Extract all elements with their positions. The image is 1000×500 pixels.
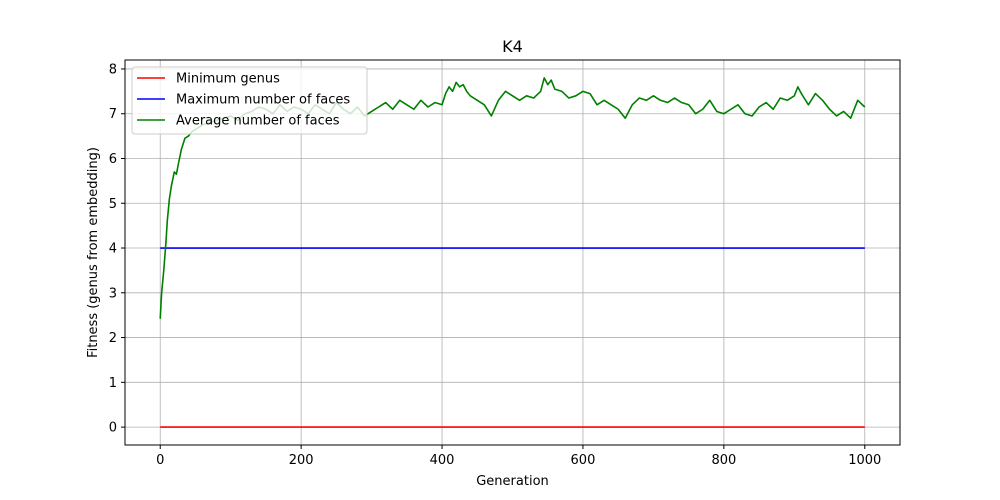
y-tick-label: 2 bbox=[109, 331, 117, 346]
y-tick-label: 5 bbox=[109, 197, 117, 212]
y-tick-label: 1 bbox=[109, 376, 117, 391]
x-tick-label: 400 bbox=[430, 453, 455, 468]
plot-frame bbox=[124, 59, 901, 446]
legend-label: Minimum genus bbox=[176, 72, 280, 87]
x-tick-label: 600 bbox=[571, 453, 596, 468]
legend-box bbox=[131, 66, 368, 135]
axis-ticks: 0 200 400 600 800 1000 0 1 2 3 4 5 6 7 8 bbox=[109, 62, 882, 468]
x-tick-label: 800 bbox=[711, 453, 736, 468]
legend-label: Maximum number of faces bbox=[176, 93, 350, 108]
chart-title: K4 bbox=[502, 37, 523, 56]
y-tick-label: 8 bbox=[109, 62, 117, 77]
y-axis-title: Fitness (genus from embedding) bbox=[86, 147, 101, 358]
y-tick-label: 7 bbox=[109, 107, 117, 122]
x-axis-title: Generation bbox=[476, 474, 549, 489]
legend-label: Average number of faces bbox=[176, 114, 340, 129]
y-tick-label: 0 bbox=[109, 421, 117, 436]
y-tick-label: 3 bbox=[109, 286, 117, 301]
legend: Minimum genus Maximum number of faces Aver… bbox=[131, 66, 368, 135]
x-tick-label: 200 bbox=[289, 453, 314, 468]
y-tick-label: 6 bbox=[109, 152, 117, 167]
x-tick-label: 1000 bbox=[848, 453, 881, 468]
y-tick-label: 4 bbox=[109, 242, 117, 257]
x-tick-label: 0 bbox=[156, 453, 164, 468]
